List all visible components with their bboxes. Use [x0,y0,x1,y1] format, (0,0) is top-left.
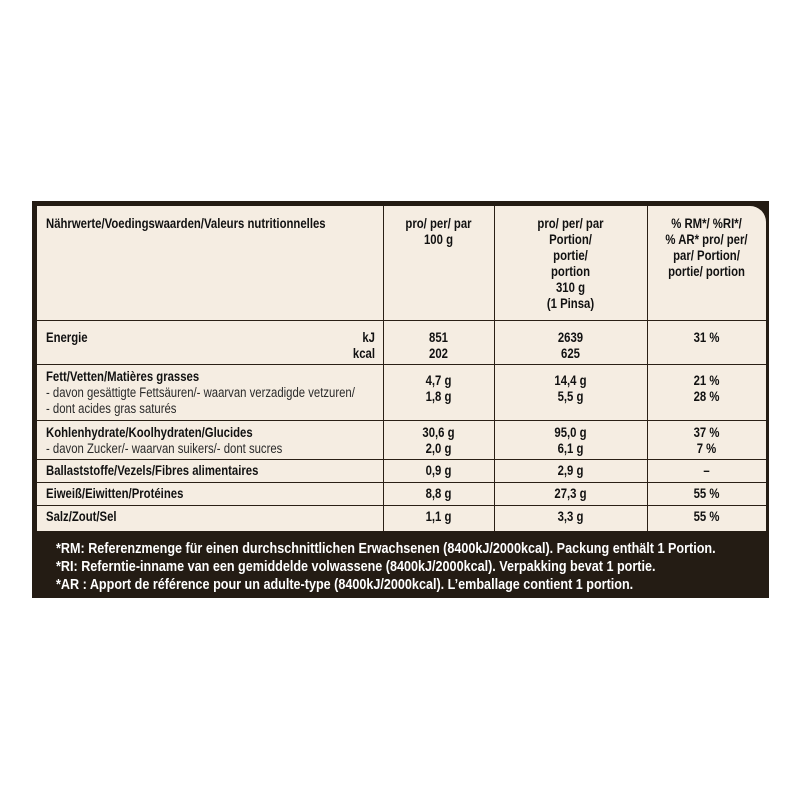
column-divider [494,206,495,531]
row-label: Salz/Zout/Sel [46,509,117,524]
row-divider [37,364,766,365]
row-sublabel: - davon gesättigte Fettsäuren/- waarvan … [46,385,355,400]
row-label: Energie [46,330,88,345]
column-divider [647,206,648,531]
unit-kj: kJ [362,330,375,345]
header-nutrients: Nährwerte/Voedingswaarden/Valeurs nutrit… [46,216,326,231]
unit-kcal: kcal [352,346,375,361]
row-label: Ballaststoffe/Vezels/Fibres alimentaires [46,463,259,478]
row-label: Kohlenhydrate/Koolhydraten/Glucides [46,425,253,440]
row-divider [37,482,766,483]
footnote-rm: *RM: Referenzmenge für einen durchschnit… [56,540,716,557]
footnote-ar: *AR : Apport de référence pour un adulte… [56,576,634,593]
nutrition-table: Nährwerte/Voedingswaarden/Valeurs nutrit… [37,206,766,531]
footnote-ri: *RI: Referntie-inname van een gemiddelde… [56,558,656,575]
row-sublabel: - davon Zucker/- waarvan suikers/- dont … [46,441,283,456]
column-divider [383,206,384,531]
row-divider [37,320,766,321]
row-label: Eiweiß/Eiwitten/Protéines [46,486,184,501]
row-sublabel: - dont acides gras saturés [46,401,177,416]
row-divider [37,420,766,421]
row-divider [37,459,766,460]
row-label: Fett/Vetten/Matières grasses [46,369,200,384]
row-divider [37,505,766,506]
